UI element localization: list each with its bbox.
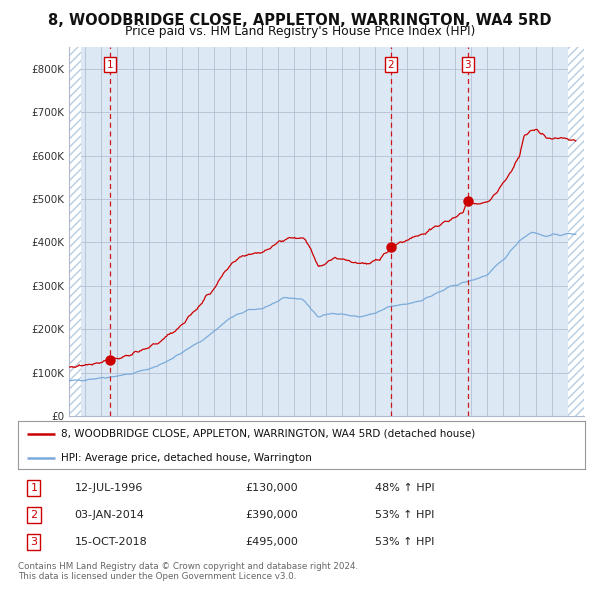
Text: 53% ↑ HPI: 53% ↑ HPI xyxy=(375,537,434,548)
Text: HPI: Average price, detached house, Warrington: HPI: Average price, detached house, Warr… xyxy=(61,453,311,463)
Text: 53% ↑ HPI: 53% ↑ HPI xyxy=(375,510,434,520)
Text: 1: 1 xyxy=(106,60,113,70)
Text: 8, WOODBRIDGE CLOSE, APPLETON, WARRINGTON, WA4 5RD: 8, WOODBRIDGE CLOSE, APPLETON, WARRINGTO… xyxy=(48,13,552,28)
Text: 03-JAN-2014: 03-JAN-2014 xyxy=(75,510,145,520)
Text: 15-OCT-2018: 15-OCT-2018 xyxy=(75,537,148,548)
Text: 3: 3 xyxy=(464,60,471,70)
Text: £495,000: £495,000 xyxy=(245,537,298,548)
Text: 1: 1 xyxy=(31,483,37,493)
Text: Contains HM Land Registry data © Crown copyright and database right 2024.
This d: Contains HM Land Registry data © Crown c… xyxy=(18,562,358,581)
Text: 3: 3 xyxy=(31,537,37,548)
Text: £390,000: £390,000 xyxy=(245,510,298,520)
Text: 8, WOODBRIDGE CLOSE, APPLETON, WARRINGTON, WA4 5RD (detached house): 8, WOODBRIDGE CLOSE, APPLETON, WARRINGTO… xyxy=(61,429,475,439)
Bar xyxy=(568,47,584,416)
Text: 2: 2 xyxy=(31,510,37,520)
Text: 2: 2 xyxy=(388,60,394,70)
Text: £130,000: £130,000 xyxy=(245,483,298,493)
Text: 48% ↑ HPI: 48% ↑ HPI xyxy=(375,483,435,493)
Text: Price paid vs. HM Land Registry's House Price Index (HPI): Price paid vs. HM Land Registry's House … xyxy=(125,25,475,38)
Text: 12-JUL-1996: 12-JUL-1996 xyxy=(75,483,143,493)
Bar xyxy=(69,47,81,416)
